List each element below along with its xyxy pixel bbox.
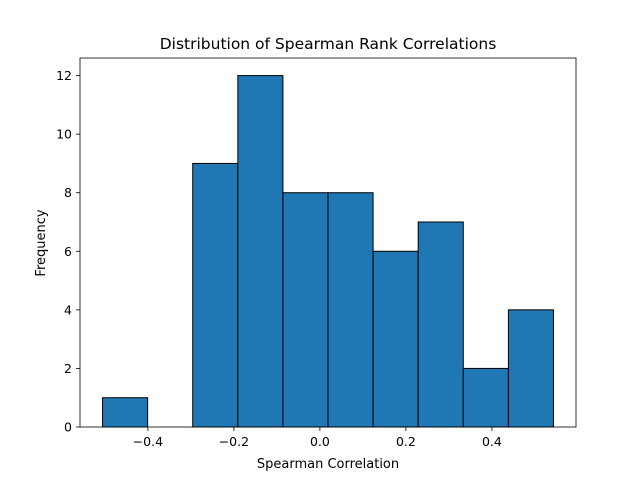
plot-frame [79,57,577,428]
chart-title: Distribution of Spearman Rank Correlatio… [160,35,497,53]
histogram-bar [462,367,509,428]
y-tick-label: 12 [56,68,72,83]
bars-group [102,75,554,428]
x-tick-label: 0.2 [396,434,416,449]
y-axis-label: Frequency [34,209,49,276]
y-axis-ticks: 0 2 4 6 8 10 12 [56,68,80,435]
y-tick-label: 0 [64,420,72,435]
x-tick-label: 0.0 [310,434,330,449]
y-tick-label: 6 [64,244,72,259]
y-tick-label: 8 [64,185,72,200]
y-tick-label: 10 [56,127,72,142]
x-tick-label: −0.2 [219,434,249,449]
histogram-bar [237,75,284,428]
histogram-bar [192,162,239,428]
histogram-bar [102,397,149,428]
x-tick-label: 0.4 [482,434,502,449]
histogram-bar [282,192,329,428]
y-tick-label: 2 [64,361,72,376]
x-axis-label: Spearman Correlation [257,457,399,472]
histogram-bar [507,309,554,428]
histogram-bar [327,192,374,428]
y-tick-label: 4 [64,302,72,317]
histogram-bar [372,250,419,428]
x-axis-ticks: −0.4 −0.2 0.0 0.2 0.4 [133,427,502,449]
x-tick-label: −0.4 [133,434,163,449]
histogram-bar [417,221,464,428]
